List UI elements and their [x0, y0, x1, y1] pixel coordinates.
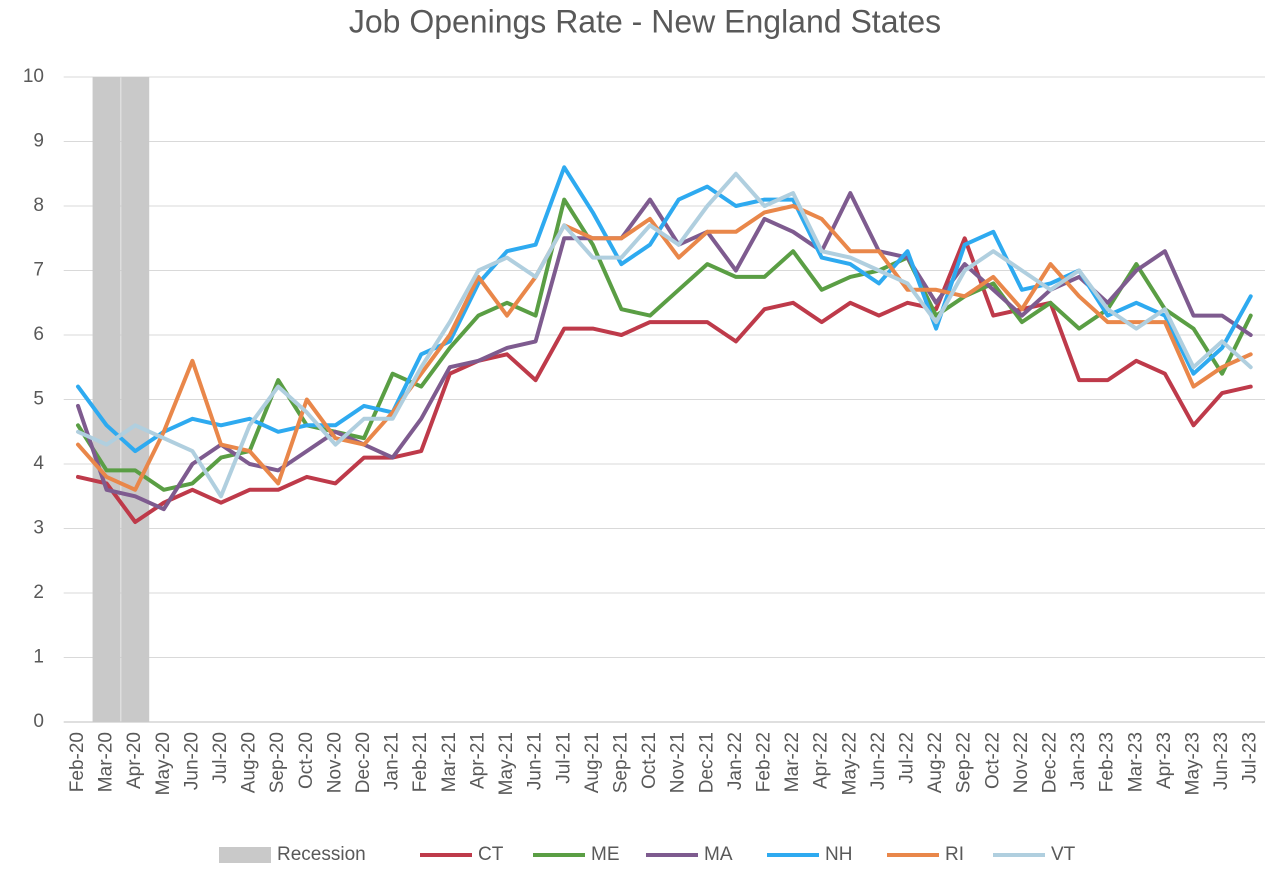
x-tick-label: Dec-21: [696, 732, 717, 793]
recession-bar: [121, 77, 150, 722]
x-tick-label: Jan-21: [382, 732, 403, 790]
legend-label: MA: [704, 844, 733, 865]
x-tick-label: Apr-20: [124, 732, 145, 789]
x-tick-label: Apr-22: [811, 732, 832, 789]
legend-swatch: [219, 847, 271, 863]
x-tick-label: Jul-22: [896, 732, 917, 784]
x-tick-label: Feb-22: [753, 732, 774, 792]
x-tick-label: Jun-23: [1211, 732, 1232, 790]
x-tick-label: Jan-23: [1068, 732, 1089, 790]
x-tick-label: Aug-21: [582, 732, 603, 793]
x-tick-label: Aug-22: [925, 732, 946, 793]
x-tick-label: Nov-20: [324, 732, 345, 793]
x-tick-label: Dec-20: [353, 732, 374, 793]
x-tick-label: May-20: [153, 732, 174, 795]
y-tick-label: 4: [33, 453, 44, 474]
y-tick-label: 2: [33, 582, 44, 603]
series-line: [76, 204, 1253, 492]
x-tick-label: Mar-23: [1125, 732, 1146, 792]
x-tick-label: Jun-22: [868, 732, 889, 790]
x-tick-label: Nov-22: [1011, 732, 1032, 793]
x-tick-label: Nov-21: [668, 732, 689, 793]
y-tick-label: 5: [33, 389, 44, 410]
y-tick-label: 6: [33, 324, 44, 345]
x-tick-label: Mar-20: [96, 732, 117, 792]
x-tick-label: Jul-21: [553, 732, 574, 784]
x-tick-label: Sep-22: [954, 732, 975, 793]
legend-label: NH: [825, 844, 852, 865]
legend-label: Recession: [277, 844, 366, 865]
x-tick-label: Sep-20: [267, 732, 288, 793]
x-tick-label: Oct-21: [639, 732, 660, 789]
x-tick-label: May-22: [839, 732, 860, 795]
x-tick-label: Jan-22: [725, 732, 746, 790]
x-tick-label: May-23: [1183, 732, 1204, 795]
series-line: [76, 197, 1253, 492]
x-tick-label: Oct-22: [982, 732, 1003, 789]
y-tick-label: 1: [33, 647, 44, 668]
x-tick-label: Aug-20: [239, 732, 260, 793]
x-tick-label: Oct-20: [296, 732, 317, 789]
legend-label: ME: [591, 844, 620, 865]
series-line: [76, 171, 1253, 499]
x-tick-label: Jun-21: [525, 732, 546, 790]
x-tick-label: Apr-23: [1154, 732, 1175, 789]
x-tick-label: Apr-21: [467, 732, 488, 789]
y-tick-label: 9: [33, 131, 44, 152]
x-tick-label: Jul-23: [1240, 732, 1261, 784]
y-tick-label: 8: [33, 195, 44, 216]
recession-bar: [92, 77, 121, 722]
series-line: [76, 236, 1253, 524]
y-tick-label: 10: [23, 66, 44, 87]
x-tick-label: Mar-21: [439, 732, 460, 792]
x-tick-label: Jul-20: [210, 732, 231, 784]
x-tick-label: Dec-22: [1039, 732, 1060, 793]
x-tick-label: May-21: [496, 732, 517, 795]
x-tick-label: Feb-21: [410, 732, 431, 792]
y-tick-label: 0: [33, 711, 44, 732]
x-tick-label: Mar-22: [782, 732, 803, 792]
chart-title: Job Openings Rate - New England States: [349, 3, 941, 39]
x-tick-label: Feb-20: [67, 732, 88, 792]
x-tick-label: Jun-20: [181, 732, 202, 790]
x-tick-label: Feb-23: [1097, 732, 1118, 792]
x-tick-label: Sep-21: [610, 732, 631, 793]
y-tick-label: 3: [33, 518, 44, 539]
series-line: [76, 165, 1253, 454]
y-tick-label: 7: [33, 260, 44, 281]
legend-label: VT: [1051, 844, 1076, 865]
legend-label: CT: [478, 844, 504, 865]
legend-label: RI: [945, 844, 964, 865]
